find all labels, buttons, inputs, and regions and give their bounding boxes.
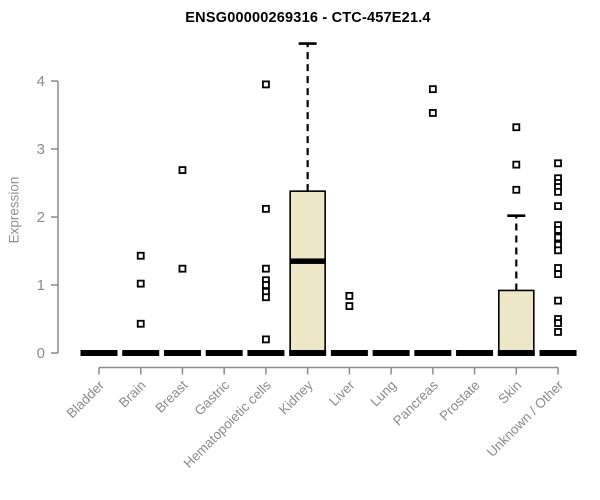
zero-bar-lung xyxy=(372,350,410,356)
zero-bar-pancreas xyxy=(414,350,452,356)
outlier-point-skin xyxy=(512,123,521,132)
outlier-point-pancreas xyxy=(428,85,437,94)
x-category-label: Lung xyxy=(367,378,399,410)
outlier-point-hematopoietic-cells xyxy=(262,281,270,289)
x-category-label: Skin xyxy=(495,378,524,407)
y-tick-label: 4 xyxy=(37,73,45,90)
outlier-point-brain xyxy=(136,319,145,328)
zero-bar-skin xyxy=(497,350,535,356)
outlier-point-hematopoietic-cells xyxy=(262,204,270,213)
outlier-point-unknown-other xyxy=(554,264,562,272)
outlier-point-unknown-other xyxy=(554,226,562,234)
x-category-label: Pancreas xyxy=(390,377,441,428)
y-tick-label: 1 xyxy=(37,277,45,294)
outlier-point-liver xyxy=(345,302,354,310)
outlier-point-unknown-other xyxy=(554,270,562,279)
zero-bar-kidney xyxy=(289,350,327,356)
chart-title: ENSG00000269316 - CTC-457E21.4 xyxy=(185,10,431,26)
outlier-point-hematopoietic-cells xyxy=(262,80,270,89)
zero-bar-liver xyxy=(330,350,368,356)
outlier-point-skin xyxy=(512,160,521,169)
outlier-point-breast xyxy=(178,264,187,273)
outlier-point-liver xyxy=(345,291,354,300)
outlier-point-hematopoietic-cells xyxy=(262,264,270,273)
zero-bar-hematopoietic-cells xyxy=(247,350,285,356)
y-tick-label: 0 xyxy=(37,345,45,362)
outlier-point-unknown-other xyxy=(554,233,562,242)
median-line-kidney xyxy=(290,258,326,264)
zero-bar-unknown-other xyxy=(539,350,577,356)
outlier-point-unknown-other xyxy=(554,246,562,255)
outlier-point-breast xyxy=(178,166,187,174)
x-category-label: Liver xyxy=(326,377,358,409)
box-kidney xyxy=(289,190,326,354)
x-category-label: Gastric xyxy=(191,377,232,418)
x-category-label: Brain xyxy=(116,378,149,411)
outlier-point-hematopoietic-cells xyxy=(262,335,270,344)
x-category-label: Breast xyxy=(152,377,190,415)
outlier-point-pancreas xyxy=(428,109,437,117)
box-skin xyxy=(497,289,535,354)
x-category-label: Prostate xyxy=(437,378,483,424)
outlier-point-brain xyxy=(136,279,145,288)
outlier-point-skin xyxy=(512,185,521,194)
zero-bar-prostate xyxy=(456,350,494,356)
zero-bar-bladder xyxy=(80,350,118,356)
zero-bar-brain xyxy=(122,350,160,356)
y-tick-label: 2 xyxy=(37,209,45,226)
outlier-point-unknown-other xyxy=(554,159,562,168)
outlier-point-unknown-other xyxy=(554,187,562,196)
y-tick-label: 3 xyxy=(37,141,45,158)
zero-bar-breast xyxy=(163,350,201,356)
outlier-point-unknown-other xyxy=(554,296,562,305)
x-category-label: Bladder xyxy=(64,377,108,421)
x-category-label: Unknown / Other xyxy=(484,377,567,460)
zero-bar-gastric xyxy=(205,350,243,356)
outlier-point-brain xyxy=(136,251,145,260)
outlier-point-unknown-other xyxy=(554,319,562,327)
outlier-point-hematopoietic-cells xyxy=(262,293,270,302)
outlier-point-unknown-other xyxy=(554,202,562,211)
outlier-point-unknown-other xyxy=(554,328,562,336)
x-category-label: Kidney xyxy=(276,377,316,417)
